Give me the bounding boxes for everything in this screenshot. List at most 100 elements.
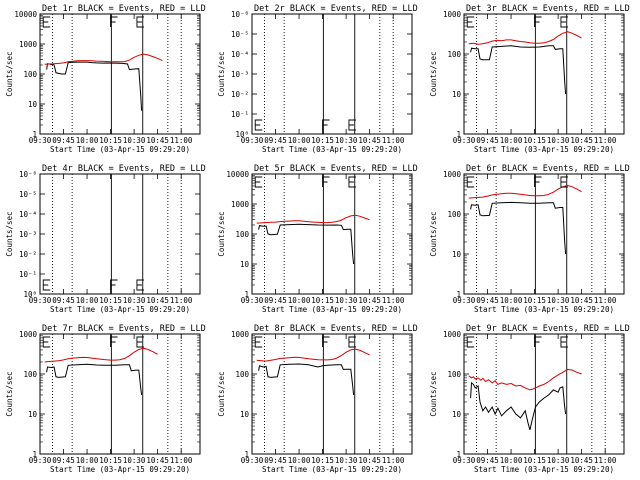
event-marker-glyph: [42, 279, 51, 291]
y-tick-label: 10: [240, 410, 250, 419]
plot-frame: [251, 13, 413, 135]
x-tick-label: 10:15: [311, 296, 334, 305]
flare-marker-glyph: [534, 176, 542, 187]
x-tick-label: 10:45: [570, 456, 593, 465]
x-tick-label: 10:45: [358, 296, 381, 305]
event-marker-glyph: [560, 176, 568, 188]
x-tick-label: 09:45: [476, 136, 499, 145]
x-axis-label: Start Time (03-Apr-15 09:29:20): [262, 145, 402, 154]
y-tick-label: 100: [447, 210, 461, 219]
x-tick-label: 10:30: [123, 136, 146, 145]
x-tick-label: 11:00: [594, 456, 617, 465]
y-tick-label: 10⁻³: [231, 70, 249, 79]
x-tick-label: 09:30: [29, 296, 52, 305]
x-axis-label: Start Time (03-Apr-15 09:29:20): [262, 465, 402, 474]
x-tick-label: 11:00: [170, 136, 193, 145]
x-tick-label: 10:00: [500, 136, 523, 145]
y-axis-label: Counts/sec: [429, 211, 438, 256]
event-marker-glyph: [254, 176, 263, 188]
chart-title: Det 6r BLACK = Events, RED = LLD: [466, 164, 630, 174]
x-tick-label: 10:45: [146, 296, 169, 305]
event-marker-glyph: [466, 336, 475, 348]
y-tick-label: 1000: [231, 200, 250, 209]
y-tick-label: 10⁻¹: [231, 110, 249, 119]
y-tick-label: 10⁻²: [19, 250, 37, 259]
series-group: [468, 184, 582, 255]
x-tick-label: 09:45: [476, 296, 499, 305]
event-marker-glyph: [466, 16, 475, 28]
chart-panel: Det 5r BLACK = Events, RED = LLD Counts/s…: [217, 164, 418, 314]
x-tick-label: 10:00: [288, 456, 311, 465]
x-tick-label: 10:15: [99, 296, 122, 305]
y-tick-label: 10⁻³: [19, 230, 37, 239]
event-marker-glyph: [136, 16, 144, 28]
chart-panel: Det 7r BLACK = Events, RED = LLD Counts/s…: [5, 324, 206, 474]
x-tick-label: 09:45: [264, 296, 287, 305]
x-tick-label: 09:30: [241, 136, 264, 145]
chart-title: Det 1r BLACK = Events, RED = LLD: [42, 4, 206, 14]
series-group: [44, 347, 158, 395]
plot-frame: [39, 13, 201, 135]
y-tick-label: 1000: [443, 10, 462, 19]
y-tick-label: 10: [452, 90, 462, 99]
y-tick-label: 1000: [443, 170, 462, 179]
y-tick-label: 1: [456, 290, 461, 299]
x-axis-label: Start Time (03-Apr-15 09:29:20): [50, 305, 190, 314]
event-marker-glyph: [560, 336, 568, 348]
x-tick-label: 10:45: [358, 456, 381, 465]
y-tick-label: 10⁻⁴: [231, 50, 249, 59]
chart-title: Det 8r BLACK = Events, RED = LLD: [254, 324, 418, 334]
series-line: [256, 348, 370, 362]
y-tick-label: 10: [452, 410, 462, 419]
chart-title: Det 5r BLACK = Events, RED = LLD: [254, 164, 418, 174]
x-axis-label: Start Time (03-Apr-15 09:29:20): [474, 305, 614, 314]
x-tick-label: 10:15: [311, 136, 334, 145]
x-tick-label: 10:15: [311, 456, 334, 465]
y-tick-label: 10⁻¹: [19, 270, 37, 279]
y-tick-label: 1000: [231, 330, 250, 339]
series-line: [256, 214, 370, 224]
series-line: [470, 45, 567, 95]
x-tick-label: 09:45: [264, 136, 287, 145]
event-marker-glyph: [136, 279, 144, 291]
plot-frame: [39, 173, 201, 295]
event-marker-glyph: [348, 119, 356, 131]
plot-frame: [251, 173, 413, 295]
plot-frame: [463, 333, 625, 455]
event-marker-glyph: [42, 336, 51, 348]
chart-title: Det 2r BLACK = Events, RED = LLD: [254, 4, 418, 14]
y-tick-label: 1: [456, 450, 461, 459]
x-tick-label: 10:00: [76, 136, 99, 145]
chart-title: Det 9r BLACK = Events, RED = LLD: [466, 324, 630, 334]
x-tick-label: 10:45: [358, 136, 381, 145]
chart-panel: Det 9r BLACK = Events, RED = LLD Counts/s…: [429, 324, 630, 474]
x-tick-label: 10:30: [123, 296, 146, 305]
y-tick-label: 10: [28, 100, 38, 109]
x-tick-label: 10:15: [99, 456, 122, 465]
x-tick-label: 10:00: [288, 296, 311, 305]
series-line: [46, 363, 143, 395]
flare-marker-glyph: [322, 176, 330, 187]
y-tick-label: 100: [235, 230, 249, 239]
y-tick-label: 100: [235, 370, 249, 379]
flare-marker-glyph: [110, 279, 118, 290]
y-tick-label: 10⁻⁵: [231, 30, 249, 39]
x-tick-label: 09:45: [52, 456, 75, 465]
y-tick-label: 1: [244, 450, 249, 459]
y-tick-label: 1: [32, 130, 37, 139]
x-tick-label: 11:00: [382, 296, 405, 305]
event-marker-glyph: [42, 16, 51, 28]
series-group: [256, 214, 370, 265]
event-marker-glyph: [254, 336, 263, 348]
y-axis-label: Counts/sec: [217, 211, 226, 256]
x-tick-label: 10:00: [500, 456, 523, 465]
x-tick-label: 10:00: [76, 456, 99, 465]
flare-marker-glyph: [110, 16, 118, 27]
y-tick-label: 10⁻⁴: [19, 210, 37, 219]
event-marker-glyph: [348, 176, 356, 188]
series-line: [46, 61, 143, 111]
y-tick-label: 10000: [226, 170, 249, 179]
x-tick-label: 11:00: [382, 456, 405, 465]
y-tick-label: 10000: [14, 10, 37, 19]
